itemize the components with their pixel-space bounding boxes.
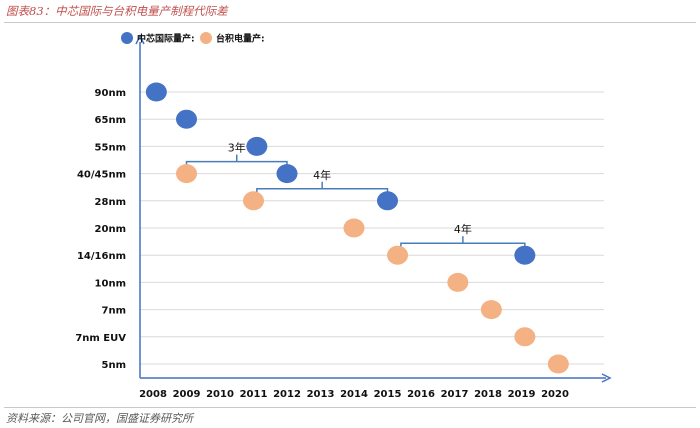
gap-bracket [256, 188, 389, 195]
gap-bracket [185, 160, 288, 168]
gap-bracket [400, 242, 526, 250]
footer-divider [4, 407, 696, 408]
x-tick-label: 2020 [541, 389, 569, 400]
smic-point [514, 245, 536, 265]
x-tick-label: 2012 [273, 389, 301, 400]
legend-smic-marker [121, 32, 133, 44]
x-tick-label: 2018 [474, 389, 502, 400]
tsmc-point [243, 191, 264, 211]
y-tick-label: 40/45nm [77, 170, 126, 181]
title-divider [4, 22, 696, 23]
tsmc-point [447, 272, 469, 292]
y-tick-label: 20nm [95, 224, 126, 235]
x-tick-label: 2008 [139, 389, 167, 400]
y-tick-label: 10nm [95, 278, 126, 289]
x-tick-label: 2019 [508, 389, 536, 400]
smic-point [276, 164, 298, 184]
smic-point [377, 191, 398, 211]
smic-point [145, 82, 167, 102]
tsmc-point [387, 245, 409, 265]
x-tick-label: 2014 [340, 389, 368, 400]
legend-smic-label: 中芯国际量产: [137, 33, 195, 45]
x-axis-arrow [601, 373, 612, 383]
gap-label: 3年 [228, 141, 246, 155]
x-tick-label: 2016 [407, 389, 435, 400]
y-tick-label: 55nm [95, 142, 126, 153]
x-tick-label: 2011 [240, 389, 268, 400]
tsmc-point [547, 354, 569, 374]
legend-tsmc-marker [200, 32, 212, 44]
legend-tsmc-label: 台积电量产: [216, 33, 265, 45]
figure-title: 图表83：中芯国际与台积电量产制程代际差 [6, 4, 228, 18]
y-tick-label: 28nm [95, 197, 126, 208]
gap-label: 4年 [313, 168, 331, 182]
smic-point [176, 109, 197, 129]
data-points [145, 82, 569, 374]
source-note: 资料来源：公司官网，国盛证券研究所 [6, 412, 193, 425]
smic-point [246, 136, 268, 156]
gridlines [140, 91, 604, 365]
x-tick-label: 2013 [307, 389, 335, 400]
x-tick-label: 2009 [173, 389, 201, 400]
tsmc-point [514, 327, 536, 347]
tsmc-point [343, 218, 365, 238]
axes: 90nm 65nm 55nm 40/45nm 28nm 20nm 14/16nm 10nm 7n… [75, 34, 612, 400]
y-tick-label: 7nm EUV [75, 333, 126, 344]
x-tick-label: 2010 [206, 389, 234, 400]
y-tick-label: 7nm [102, 306, 127, 317]
tsmc-point [176, 164, 197, 184]
gap-label: 4年 [454, 222, 472, 236]
y-tick-label: 90nm [95, 88, 126, 99]
tsmc-point [480, 300, 502, 320]
y-axis-arrow [135, 34, 145, 45]
legend: 中芯国际量产: 台积电量产: [121, 32, 265, 45]
y-tick-label: 14/16nm [77, 251, 126, 262]
x-tick-label: 2015 [374, 389, 402, 400]
y-tick-label: 65nm [95, 115, 126, 126]
x-tick-label: 2017 [441, 389, 469, 400]
y-tick-label: 5nm [102, 360, 127, 371]
